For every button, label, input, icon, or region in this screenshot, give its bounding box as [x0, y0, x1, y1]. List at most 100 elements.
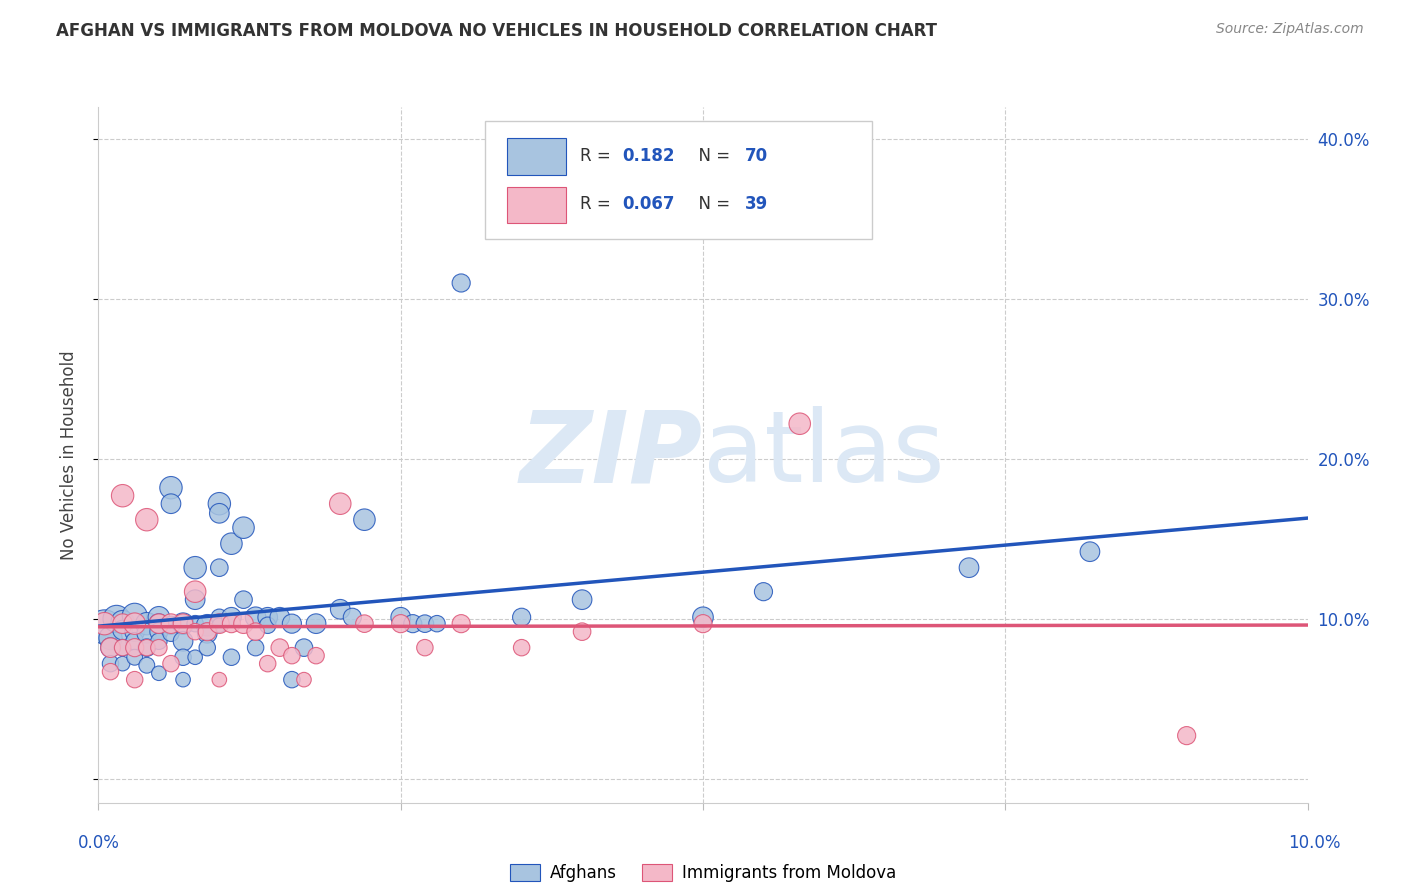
Point [124, 616, 146, 631]
Point [135, 513, 157, 527]
Point [389, 610, 412, 624]
Point [692, 616, 714, 631]
Point [292, 673, 315, 687]
Point [111, 640, 134, 655]
Point [221, 610, 243, 624]
Point [100, 640, 122, 655]
Point [245, 624, 267, 639]
Point [111, 623, 134, 637]
Point [148, 624, 170, 639]
Point [172, 616, 194, 631]
Point [93, 616, 115, 631]
Point [221, 537, 243, 551]
Point [329, 497, 352, 511]
Point [245, 640, 267, 655]
Point [692, 610, 714, 624]
Text: AFGHAN VS IMMIGRANTS FROM MOLDOVA NO VEHICLES IN HOUSEHOLD CORRELATION CHART: AFGHAN VS IMMIGRANTS FROM MOLDOVA NO VEH… [56, 22, 938, 40]
Point [195, 624, 218, 639]
Point [135, 658, 157, 673]
Point [208, 560, 231, 574]
Point [281, 673, 304, 687]
Text: 10.0%: 10.0% [1288, 834, 1341, 852]
Point [208, 610, 231, 624]
Point [413, 616, 436, 631]
Point [160, 497, 183, 511]
Point [111, 489, 134, 503]
Text: R =: R = [579, 195, 616, 213]
Point [135, 640, 157, 655]
Point [789, 417, 811, 431]
Point [172, 650, 194, 665]
Point [256, 618, 278, 632]
Point [184, 624, 207, 639]
Point [571, 624, 593, 639]
Legend: Afghans, Immigrants from Moldova: Afghans, Immigrants from Moldova [503, 857, 903, 888]
Point [148, 616, 170, 631]
Point [232, 521, 254, 535]
Point [148, 610, 170, 624]
Point [269, 610, 291, 624]
Point [571, 592, 593, 607]
Point [292, 640, 315, 655]
Point [160, 626, 183, 640]
Point [172, 673, 194, 687]
Point [124, 650, 146, 665]
Point [172, 616, 194, 631]
Point [100, 631, 122, 645]
Point [305, 648, 328, 663]
Point [184, 560, 207, 574]
FancyBboxPatch shape [485, 121, 872, 239]
Point [1175, 729, 1198, 743]
Point [148, 634, 170, 648]
Point [160, 618, 183, 632]
Point [353, 513, 375, 527]
Point [135, 616, 157, 631]
Point [111, 657, 134, 671]
Point [124, 640, 146, 655]
Point [184, 592, 207, 607]
Point [353, 616, 375, 631]
Point [1078, 544, 1101, 558]
Point [245, 610, 267, 624]
Text: atlas: atlas [703, 407, 945, 503]
Point [305, 616, 328, 631]
Point [184, 650, 207, 665]
Point [281, 648, 304, 663]
Point [221, 650, 243, 665]
Point [450, 276, 472, 290]
Point [105, 612, 128, 626]
Point [256, 610, 278, 624]
FancyBboxPatch shape [508, 138, 567, 175]
Point [208, 506, 231, 520]
Point [221, 616, 243, 631]
FancyBboxPatch shape [508, 187, 567, 223]
Text: Source: ZipAtlas.com: Source: ZipAtlas.com [1216, 22, 1364, 37]
Point [148, 640, 170, 655]
Point [269, 640, 291, 655]
Point [135, 640, 157, 655]
Point [172, 634, 194, 648]
Point [450, 616, 472, 631]
Point [208, 616, 231, 631]
Point [184, 616, 207, 631]
Point [208, 497, 231, 511]
Point [195, 618, 218, 632]
Point [957, 560, 980, 574]
Point [752, 584, 775, 599]
Point [413, 640, 436, 655]
Point [160, 481, 183, 495]
Point [148, 666, 170, 681]
Text: N =: N = [689, 195, 735, 213]
Point [124, 608, 146, 623]
Point [111, 615, 134, 629]
Point [135, 626, 157, 640]
Point [256, 657, 278, 671]
Point [232, 592, 254, 607]
Point [184, 584, 207, 599]
Point [510, 610, 533, 624]
Point [124, 673, 146, 687]
Point [111, 616, 134, 631]
Point [124, 634, 146, 648]
Point [208, 673, 231, 687]
Point [329, 602, 352, 616]
